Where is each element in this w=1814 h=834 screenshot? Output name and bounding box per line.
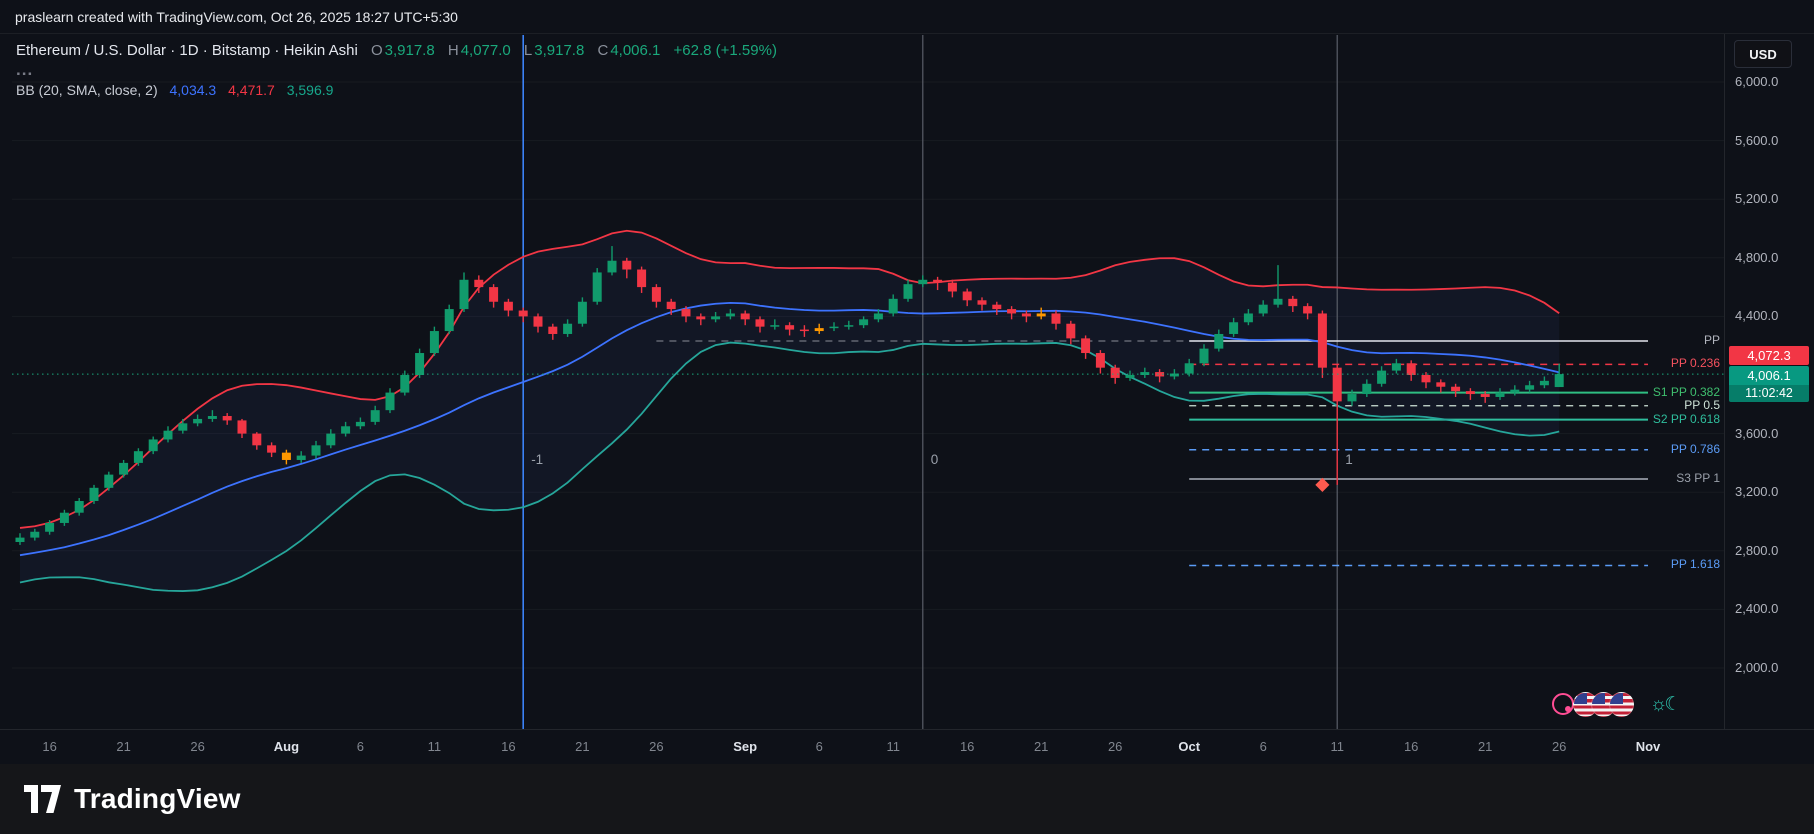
price-tick-label: 2,400.0 — [1735, 601, 1779, 617]
time-tick-label: 6 — [815, 739, 823, 754]
price-tick-label: 3,200.0 — [1735, 484, 1779, 500]
time-tick-label: 16 — [501, 739, 516, 754]
time-tick-label: 21 — [1477, 739, 1493, 754]
tradingview-wordmark[interactable]: TradingView — [74, 783, 241, 814]
currency-toggle-button[interactable]: USD — [1734, 40, 1792, 68]
attribution-text: praslearn created with TradingView.com, … — [15, 8, 458, 25]
bb-title[interactable]: BB (20, SMA, close, 2) — [16, 82, 158, 98]
ohlc-low-label: L — [523, 42, 533, 59]
ohlc-high-label: H — [447, 42, 459, 59]
legend-more-button[interactable]: ... — [16, 60, 34, 79]
time-tick-label: 21 — [575, 739, 590, 754]
time-tick-label: 21 — [116, 739, 131, 754]
ohlc-open-value: 3,917.8 — [384, 42, 435, 59]
last-price-badge: 4,006.1 11:02:42 — [1729, 366, 1809, 403]
time-tick-label: 26 — [190, 739, 205, 754]
price-tick-label: 3,600.0 — [1735, 425, 1779, 441]
time-tick-label: Aug — [273, 739, 300, 754]
time-tick-label: 26 — [649, 739, 664, 754]
price-tick-label: 6,000.0 — [1735, 74, 1779, 89]
us-flag-icon[interactable] — [1609, 691, 1634, 717]
chart-legend: Ethereum / U.S. Dollar · 1D · Bitstamp ·… — [16, 42, 777, 98]
level-price-badge: 4,072.3 — [1729, 346, 1809, 366]
time-tick-label: Oct — [1178, 739, 1201, 754]
event-ring-icon[interactable] — [1552, 693, 1574, 715]
bb-basis-value: 4,034.3 — [169, 82, 217, 98]
tradingview-logo-icon[interactable] — [24, 785, 62, 813]
time-tick-label: 6 — [1259, 739, 1267, 754]
symbol-legend-row[interactable]: Ethereum / U.S. Dollar · 1D · Bitstamp ·… — [16, 42, 777, 59]
ohlc-low-value: 3,917.8 — [534, 42, 585, 59]
time-tick-label: 21 — [1033, 739, 1049, 754]
price-tick-label: 4,400.0 — [1735, 308, 1779, 324]
ohlc-close-label: C — [597, 42, 609, 59]
time-tick-label: Sep — [733, 739, 758, 754]
time-tick-label: 16 — [959, 739, 975, 754]
price-axis[interactable]: 6,000.0 5,600.0 5,200.0 4,800.0 4,400.0 3,600… — [1724, 34, 1814, 729]
ohlc-high-value: 4,077.0 — [460, 42, 511, 59]
symbol-title[interactable]: Ethereum / U.S. Dollar · 1D · Bitstamp ·… — [16, 42, 358, 59]
time-tick-label: Nov — [1635, 739, 1661, 754]
time-tick-label: 16 — [42, 739, 57, 754]
bb-upper-value: 4,471.7 — [228, 82, 275, 98]
price-tick-label: 2,000.0 — [1735, 660, 1779, 675]
ohlc-close-value: 4,006.1 — [610, 42, 661, 59]
time-tick-label: 11 — [1330, 739, 1344, 754]
ohlc-open-label: O — [370, 42, 383, 59]
time-tick-label: 11 — [886, 739, 900, 754]
price-tick-label: 4,800.0 — [1735, 249, 1779, 265]
footer-bar: TradingView — [0, 764, 1814, 834]
time-tick-label: 26 — [1551, 739, 1567, 754]
bb-indicator-legend[interactable]: BB (20, SMA, close, 2) 4,034.3 4,471.7 3… — [16, 82, 777, 98]
time-tick-label: 26 — [1107, 739, 1123, 754]
time-tick-label: 6 — [356, 739, 365, 754]
bb-lower-value: 3,596.9 — [286, 82, 334, 98]
price-tick-label: 5,600.0 — [1735, 132, 1779, 148]
bottom-right-icon-cluster: ☼☾ — [1552, 690, 1682, 718]
time-tick-label: 11 — [427, 739, 442, 754]
time-axis[interactable]: 16 21 26 Aug 6 11 16 21 26 Sep 6 11 16 21 26 Oct 6 11 16 21… — [0, 729, 1814, 765]
sun-moon-icon: ☼☾ — [1650, 693, 1682, 715]
ohlc-change: +62.8 (+1.59%) — [673, 42, 777, 59]
attribution-bar: praslearn created with TradingView.com, … — [0, 0, 1814, 34]
price-tick-label: 5,200.0 — [1735, 191, 1779, 207]
time-tick-label: 16 — [1403, 739, 1419, 754]
price-tick-label: 2,800.0 — [1735, 542, 1779, 558]
